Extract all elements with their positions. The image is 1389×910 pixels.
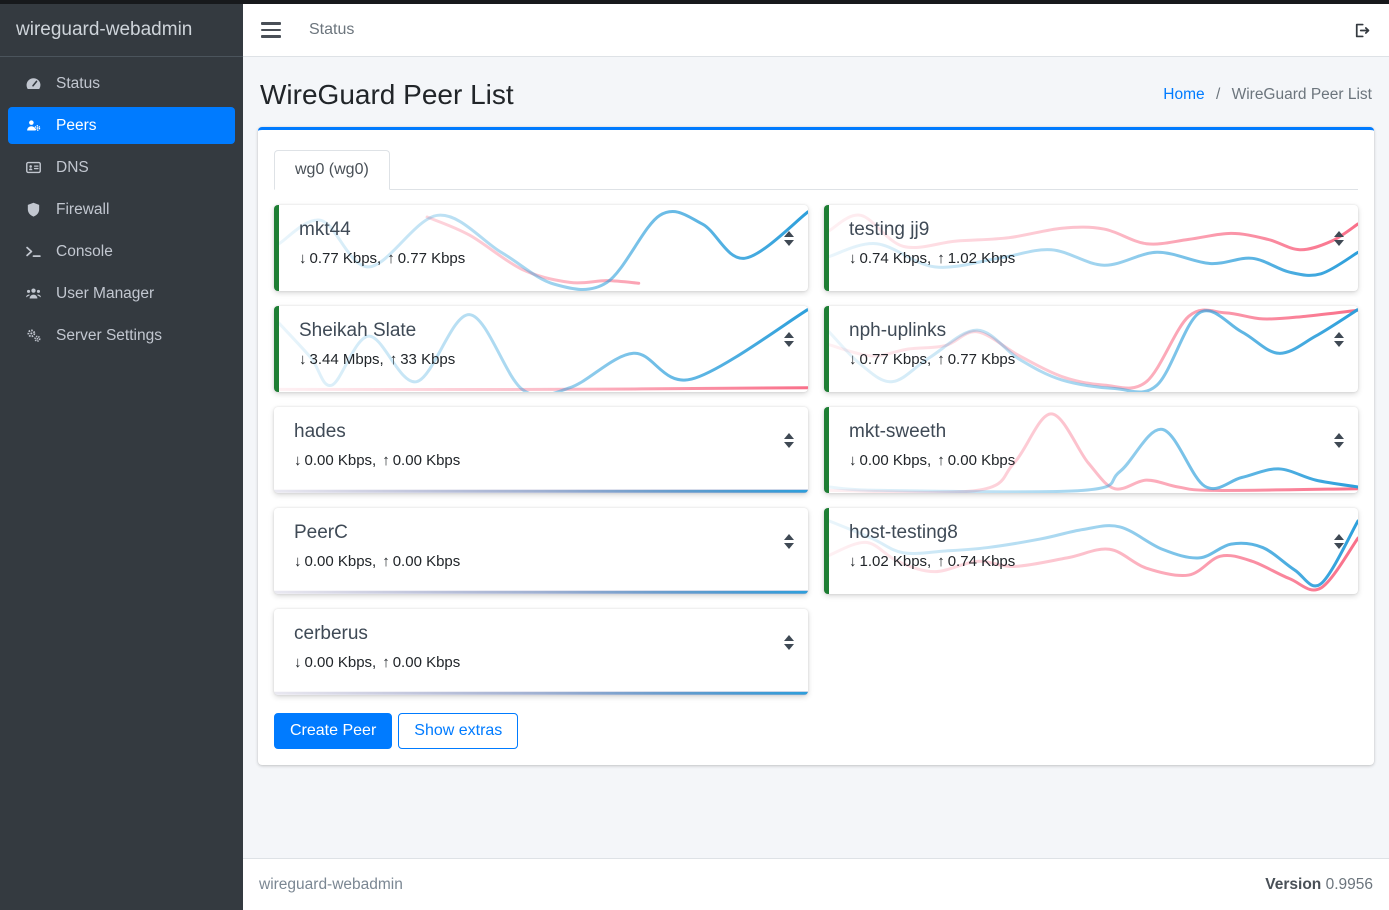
sort-icon[interactable] — [1334, 332, 1344, 347]
sidebar-item-label: Server Settings — [56, 326, 162, 344]
sort-icon[interactable] — [1334, 231, 1344, 246]
breadcrumb-separator: / — [1215, 86, 1221, 103]
users-gear-icon — [24, 116, 43, 135]
breadcrumb-current: WireGuard Peer List — [1231, 86, 1372, 103]
sort-icon[interactable] — [784, 534, 794, 549]
sidebar-item-console[interactable]: Console — [8, 233, 235, 270]
peer-card[interactable]: cerberus ↓ 0.00 Kbps, ↑ 0.00 Kbps — [274, 609, 808, 695]
terminal-icon — [24, 242, 43, 261]
peer-card[interactable]: testing jj9 ↓ 0.74 Kbps, ↑ 1.02 Kbps — [824, 205, 1358, 291]
traffic-sparkline — [274, 609, 808, 695]
breadcrumb: Home / WireGuard Peer List — [1163, 86, 1372, 104]
hamburger-menu-icon[interactable] — [261, 22, 281, 38]
sort-icon[interactable] — [784, 635, 794, 650]
peer-card[interactable]: mkt-sweeth ↓ 0.00 Kbps, ↑ 0.00 Kbps — [824, 407, 1358, 493]
sidebar-nav: Status Peers DNS Firewall — [0, 57, 243, 367]
traffic-sparkline — [279, 205, 808, 291]
sidebar-item-label: Peers — [56, 116, 97, 134]
peer-list-card: wg0 (wg0) mkt44 ↓ 0.77 Kbps, ↑ 0.77 Kbps… — [258, 127, 1374, 765]
sidebar-item-label: Firewall — [56, 200, 110, 218]
sidebar-item-server-settings[interactable]: Server Settings — [8, 317, 235, 354]
app-wrapper: wireguard-webadmin Status Peers DNS — [0, 4, 1389, 910]
topbar: Status — [243, 4, 1389, 57]
sort-icon[interactable] — [784, 332, 794, 347]
sort-icon[interactable] — [784, 231, 794, 246]
sort-icon[interactable] — [1334, 534, 1344, 549]
traffic-sparkline — [274, 407, 808, 493]
sidebar-item-dns[interactable]: DNS — [8, 149, 235, 186]
peer-grid: mkt44 ↓ 0.77 Kbps, ↑ 0.77 Kbps Sheikah S… — [274, 205, 1358, 695]
users-icon — [24, 284, 43, 303]
peer-card[interactable]: Sheikah Slate ↓ 3.44 Mbps, ↑ 33 Kbps — [274, 306, 808, 392]
create-peer-button[interactable]: Create Peer — [274, 713, 393, 749]
traffic-sparkline — [829, 306, 1358, 392]
content-header: WireGuard Peer List Home / WireGuard Pee… — [258, 71, 1374, 127]
sort-icon[interactable] — [1334, 433, 1344, 448]
footer-version: Version 0.9956 — [1265, 876, 1373, 894]
traffic-sparkline — [829, 508, 1358, 594]
tab-wg0[interactable]: wg0 (wg0) — [274, 150, 390, 190]
sidebar-item-peers[interactable]: Peers — [8, 107, 235, 144]
sidebar-item-firewall[interactable]: Firewall — [8, 191, 235, 228]
peer-column-right: testing jj9 ↓ 0.74 Kbps, ↑ 1.02 Kbps nph… — [824, 205, 1358, 695]
breadcrumb-home-link[interactable]: Home — [1163, 86, 1205, 103]
interface-tabs: wg0 (wg0) — [274, 150, 1358, 190]
version-label: Version — [1265, 875, 1322, 893]
traffic-sparkline — [279, 306, 808, 392]
traffic-sparkline — [274, 508, 808, 594]
sidebar-item-status[interactable]: Status — [8, 65, 235, 102]
gauge-icon — [24, 74, 43, 93]
brand-title: wireguard-webadmin — [0, 4, 243, 57]
shield-icon — [24, 200, 43, 219]
show-extras-button[interactable]: Show extras — [398, 713, 519, 749]
traffic-sparkline — [829, 205, 1358, 291]
content: WireGuard Peer List Home / WireGuard Pee… — [243, 57, 1389, 858]
version-value: 0.9956 — [1325, 875, 1373, 893]
peer-card[interactable]: nph-uplinks ↓ 0.77 Kbps, ↑ 0.77 Kbps — [824, 306, 1358, 392]
sidebar-item-label: User Manager — [56, 284, 155, 302]
traffic-sparkline — [829, 407, 1358, 493]
footer: wireguard-webadmin Version 0.9956 — [243, 858, 1389, 910]
page-title: WireGuard Peer List — [260, 79, 514, 110]
sidebar-item-label: Status — [56, 74, 100, 92]
sidebar-item-user-manager[interactable]: User Manager — [8, 275, 235, 312]
logout-icon[interactable] — [1352, 21, 1371, 40]
main-area: Status WireGuard Peer List Home / WireGu… — [243, 4, 1389, 910]
window-top-strip — [0, 0, 1389, 4]
peer-actions: Create Peer Show extras — [274, 713, 1358, 749]
gears-icon — [24, 326, 43, 345]
peer-column-left: mkt44 ↓ 0.77 Kbps, ↑ 0.77 Kbps Sheikah S… — [274, 205, 808, 695]
sidebar-item-label: DNS — [56, 158, 89, 176]
peer-card[interactable]: host-testing8 ↓ 1.02 Kbps, ↑ 0.74 Kbps — [824, 508, 1358, 594]
address-card-icon — [24, 158, 43, 177]
sort-icon[interactable] — [784, 433, 794, 448]
peer-card[interactable]: mkt44 ↓ 0.77 Kbps, ↑ 0.77 Kbps — [274, 205, 808, 291]
footer-brand: wireguard-webadmin — [259, 875, 403, 893]
peer-card[interactable]: PeerC ↓ 0.00 Kbps, ↑ 0.00 Kbps — [274, 508, 808, 594]
sidebar-item-label: Console — [56, 242, 113, 260]
topbar-status-link[interactable]: Status — [309, 21, 355, 38]
sidebar: wireguard-webadmin Status Peers DNS — [0, 4, 243, 910]
peer-card[interactable]: hades ↓ 0.00 Kbps, ↑ 0.00 Kbps — [274, 407, 808, 493]
